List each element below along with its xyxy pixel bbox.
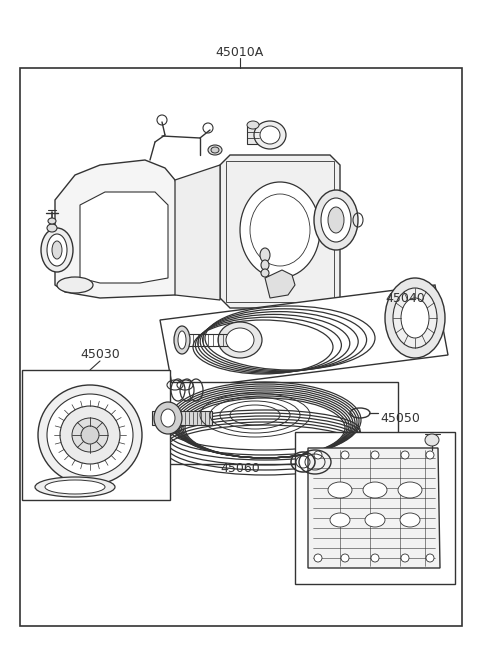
Ellipse shape	[41, 228, 73, 272]
Ellipse shape	[154, 402, 182, 434]
Bar	[186, 334, 232, 346]
Ellipse shape	[400, 513, 420, 527]
Polygon shape	[308, 448, 440, 568]
Ellipse shape	[60, 406, 120, 464]
Ellipse shape	[321, 198, 351, 242]
Text: 45060: 45060	[220, 462, 260, 474]
Ellipse shape	[260, 248, 270, 262]
Ellipse shape	[328, 482, 352, 498]
Bar	[152, 411, 212, 425]
Ellipse shape	[393, 288, 437, 348]
Polygon shape	[220, 155, 340, 308]
Ellipse shape	[401, 554, 409, 562]
Ellipse shape	[385, 278, 445, 358]
Polygon shape	[55, 160, 185, 298]
Text: 45040: 45040	[385, 291, 425, 304]
Ellipse shape	[425, 434, 439, 446]
Ellipse shape	[47, 224, 57, 232]
Ellipse shape	[398, 482, 422, 498]
Ellipse shape	[38, 385, 142, 485]
Ellipse shape	[426, 451, 434, 459]
Ellipse shape	[161, 409, 175, 427]
Ellipse shape	[261, 269, 269, 277]
Ellipse shape	[47, 234, 67, 266]
Ellipse shape	[254, 121, 286, 149]
Ellipse shape	[240, 182, 320, 278]
Ellipse shape	[211, 147, 219, 153]
Ellipse shape	[57, 277, 93, 293]
Ellipse shape	[226, 328, 254, 352]
Polygon shape	[160, 285, 448, 390]
Ellipse shape	[330, 513, 350, 527]
Ellipse shape	[314, 554, 322, 562]
Ellipse shape	[363, 482, 387, 498]
Ellipse shape	[314, 190, 358, 250]
Ellipse shape	[371, 554, 379, 562]
Ellipse shape	[178, 331, 186, 349]
Ellipse shape	[341, 451, 349, 459]
Ellipse shape	[341, 554, 349, 562]
Polygon shape	[265, 270, 295, 298]
Bar	[148, 382, 398, 464]
Ellipse shape	[247, 121, 259, 129]
Ellipse shape	[45, 480, 105, 494]
Polygon shape	[80, 192, 168, 283]
Ellipse shape	[401, 298, 429, 338]
Ellipse shape	[365, 513, 385, 527]
Ellipse shape	[260, 126, 280, 144]
Ellipse shape	[35, 477, 115, 497]
Ellipse shape	[174, 326, 190, 354]
Ellipse shape	[72, 418, 108, 452]
Polygon shape	[175, 165, 220, 300]
Bar	[20, 68, 462, 626]
Ellipse shape	[52, 241, 62, 259]
Ellipse shape	[218, 322, 262, 358]
Ellipse shape	[81, 426, 99, 444]
Ellipse shape	[48, 218, 56, 224]
Text: 45050: 45050	[380, 411, 420, 424]
Ellipse shape	[47, 394, 133, 476]
Text: 45010A: 45010A	[216, 45, 264, 58]
Ellipse shape	[314, 451, 322, 459]
Ellipse shape	[401, 451, 409, 459]
Ellipse shape	[371, 451, 379, 459]
Bar	[22, 370, 170, 500]
Bar	[295, 432, 455, 584]
Ellipse shape	[261, 260, 269, 270]
Ellipse shape	[208, 145, 222, 155]
Text: 45030: 45030	[80, 348, 120, 361]
Ellipse shape	[426, 554, 434, 562]
Ellipse shape	[328, 207, 344, 233]
Bar	[247, 126, 259, 144]
